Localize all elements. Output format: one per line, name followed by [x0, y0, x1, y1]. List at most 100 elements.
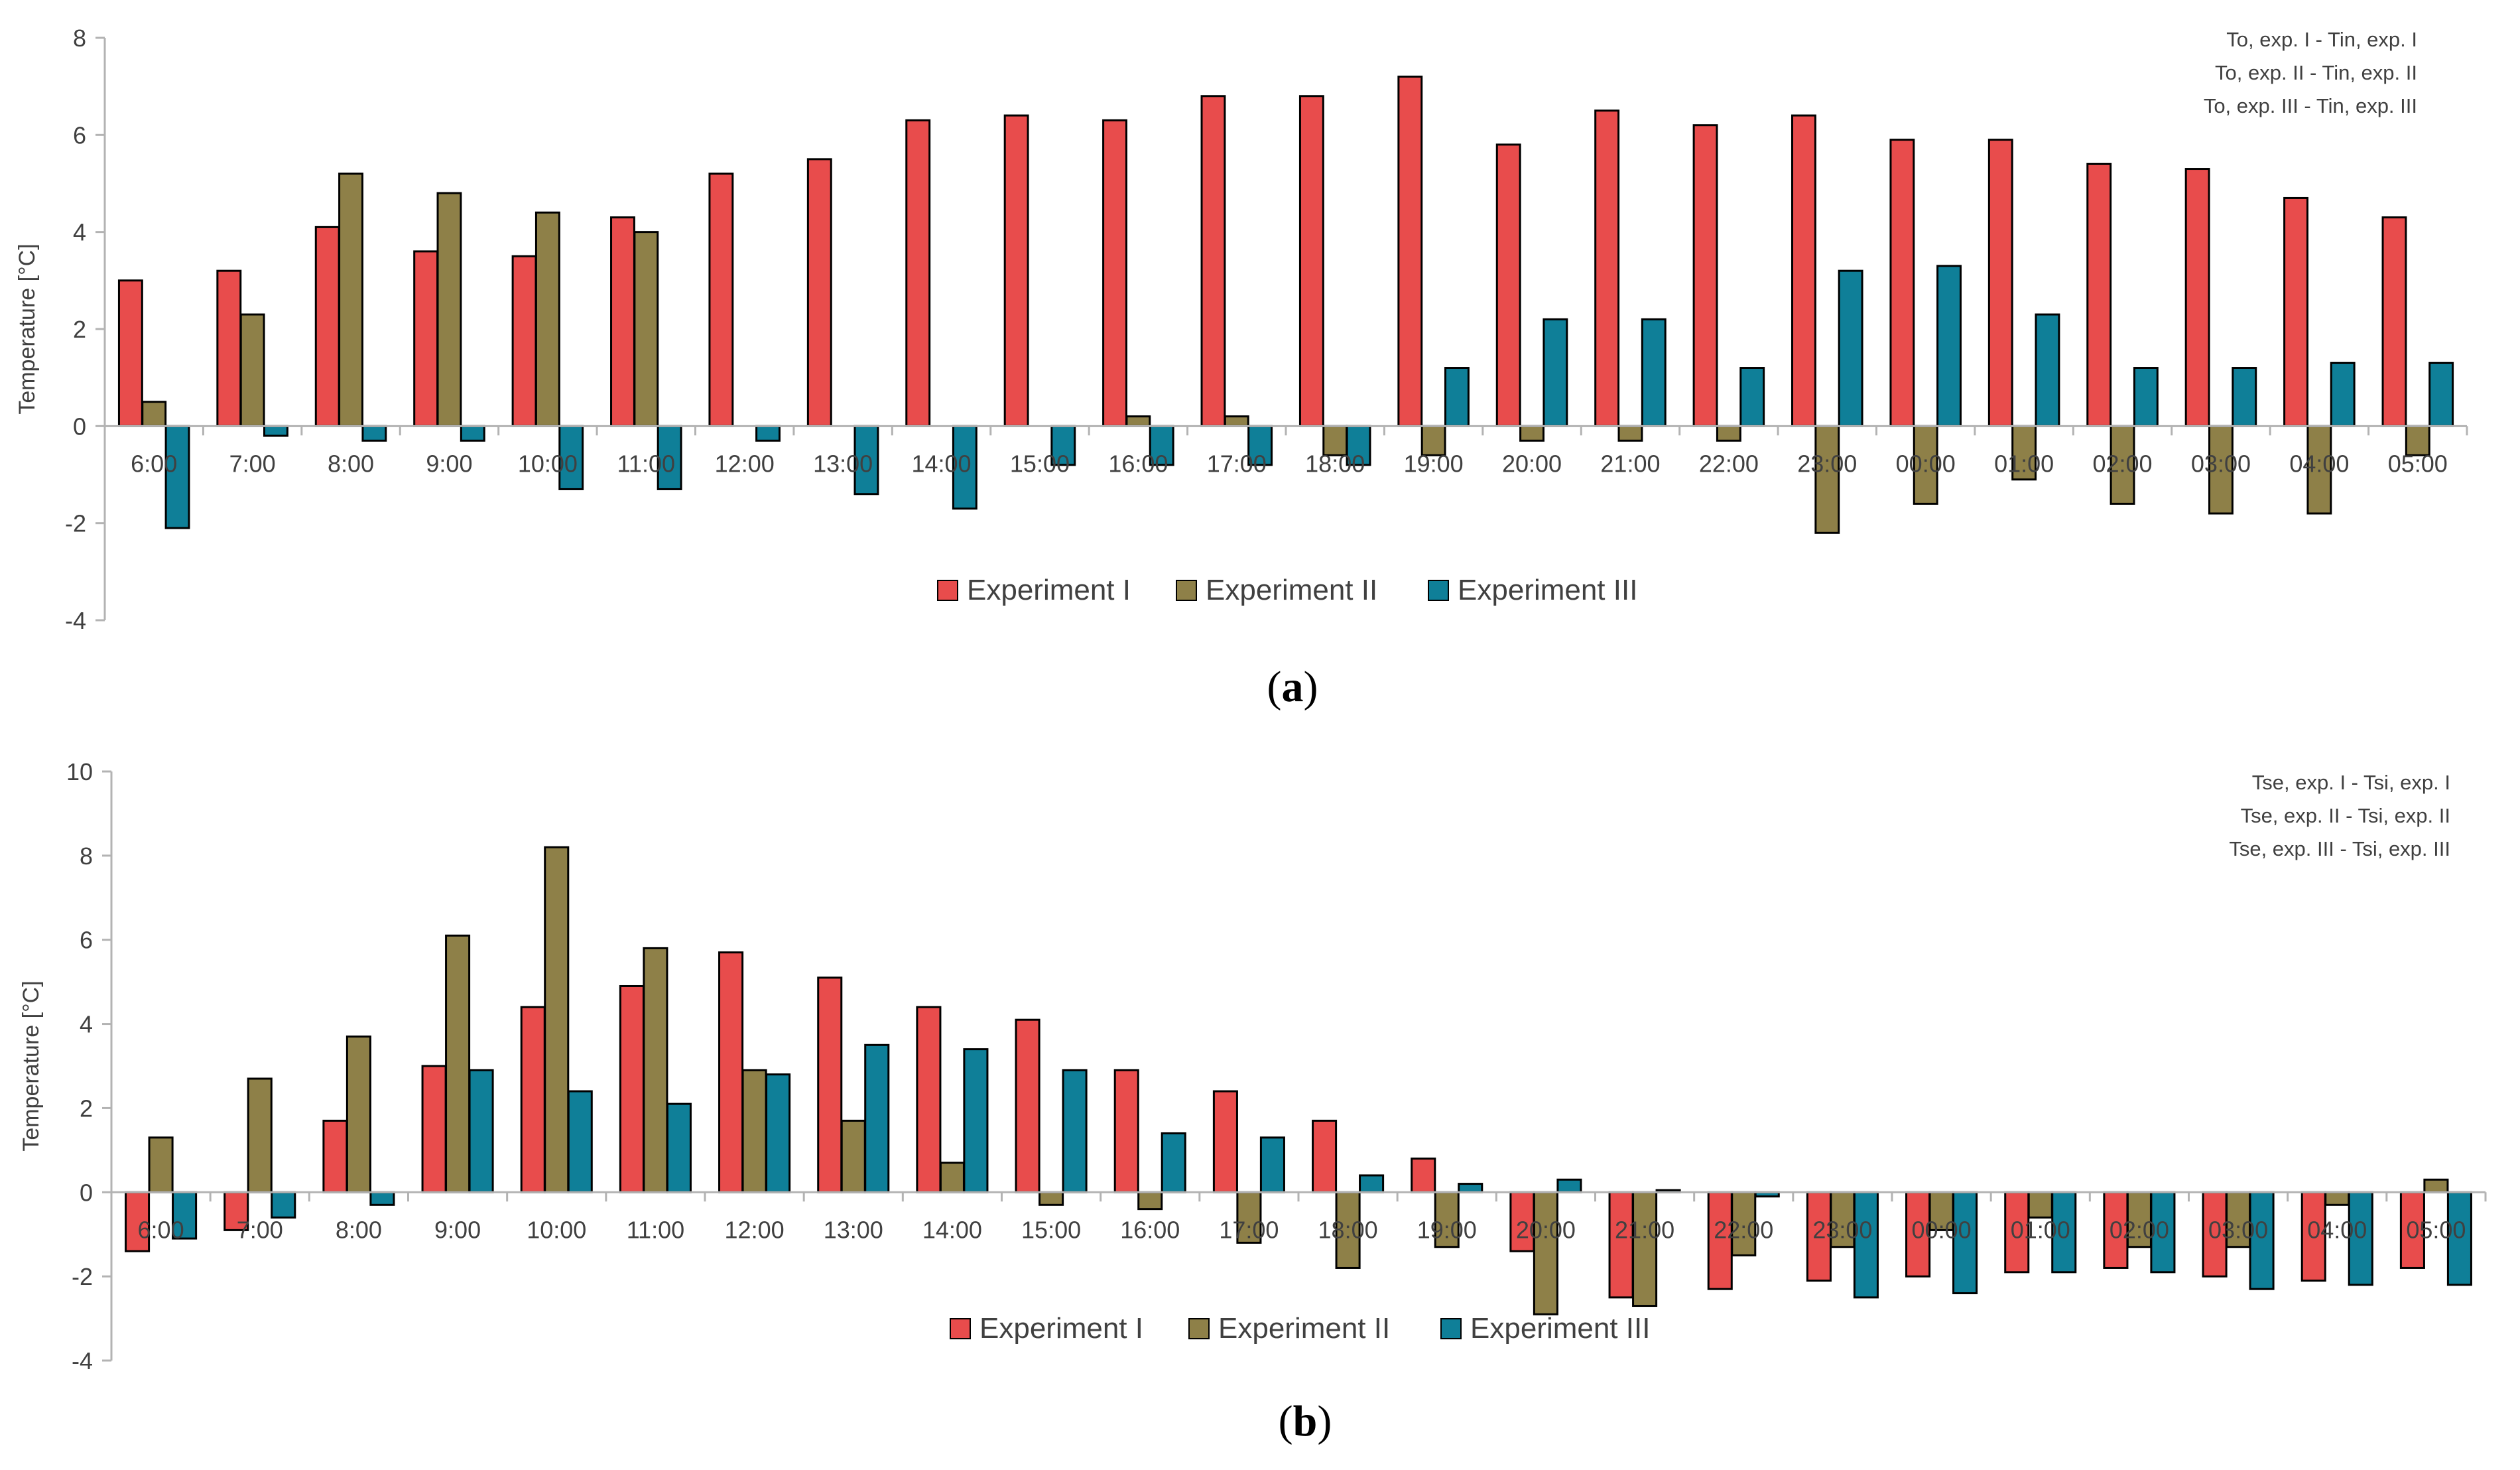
bar-experiment-i-1	[216, 269, 242, 427]
y-tick-label: -2	[65, 510, 86, 537]
x-tick-label: 22:00	[1699, 450, 1759, 477]
bar-experiment-ii-11	[1236, 1191, 1262, 1244]
bar-experiment-ii-12	[1322, 425, 1348, 456]
bar-experiment-iii-3	[460, 425, 485, 442]
legend-item-3: Experiment III	[1428, 574, 1637, 606]
x-tick-label: 9:00	[434, 1216, 481, 1243]
bar-experiment-i-0	[117, 279, 143, 427]
bar-experiment-iii-10	[1161, 1132, 1186, 1193]
bar-experiment-i-13	[1397, 76, 1423, 427]
bar-experiment-ii-14	[1533, 1191, 1558, 1315]
bar-experiment-i-18	[1905, 1191, 1931, 1278]
x-tick-label: 13:00	[813, 450, 873, 477]
bar-experiment-iii-19	[2051, 1191, 2077, 1274]
bar-experiment-ii-21	[2226, 1191, 2251, 1248]
bar-experiment-i-6	[708, 172, 734, 427]
legend-swatch	[1440, 1318, 1462, 1339]
bar-experiment-ii-10	[1137, 1191, 1163, 1211]
bar-experiment-i-12	[1298, 95, 1324, 427]
x-tick-label: 01:00	[1994, 450, 2054, 477]
y-tick-label: 6	[73, 121, 86, 149]
bar-experiment-ii-0	[141, 401, 167, 427]
bar-experiment-ii-1	[247, 1077, 273, 1193]
bar-experiment-ii-22	[2324, 1191, 2350, 1206]
bar-experiment-ii-17	[1814, 425, 1840, 534]
y-tick-label: -2	[72, 1263, 93, 1290]
x-tick-label: 00:00	[1912, 1216, 1972, 1243]
y-tick-label: 8	[80, 842, 93, 870]
bar-experiment-iii-23	[2446, 1191, 2472, 1286]
x-tick-label: 7:00	[229, 450, 276, 477]
bar-experiment-i-17	[1791, 114, 1816, 427]
bar-experiment-i-11	[1200, 95, 1226, 427]
chart-panel-a: -4 -2 0 2 4 6 8 Temperature [°C] 6:00 7:00 8:00 9:0…	[15, 25, 2468, 711]
x-tick-label: 16:00	[1120, 1216, 1180, 1243]
x-tick-label: 10:00	[518, 450, 578, 477]
x-tick-label: 04:00	[2307, 1216, 2367, 1243]
bar-experiment-i-5	[619, 984, 645, 1193]
legend-item-2: Experiment II	[1188, 1312, 1390, 1345]
bar-experiment-iii-23	[2428, 362, 2454, 427]
panel-label: (a)	[1267, 663, 1318, 711]
bar-experiment-i-14	[1495, 143, 1521, 427]
bar-experiment-iii-2	[369, 1191, 395, 1206]
legend-swatch	[1188, 1318, 1210, 1339]
legend-label: Experiment III	[1458, 574, 1637, 606]
legend-swatch	[950, 1318, 971, 1339]
x-tick-label: 7:00	[237, 1216, 283, 1243]
y-tick-label: -4	[65, 607, 86, 634]
x-tick-label: 13:00	[824, 1216, 883, 1243]
bar-experiment-ii-5	[643, 947, 668, 1193]
bar-experiment-i-16	[1692, 124, 1718, 427]
bar-experiment-i-11	[1212, 1090, 1238, 1193]
panel-label: (b)	[1279, 1397, 1332, 1445]
bar-experiment-iii-8	[952, 425, 977, 510]
bar-experiment-iii-0	[164, 425, 190, 529]
x-tick-label: 9:00	[426, 450, 472, 477]
bar-experiment-iii-6	[755, 425, 781, 442]
y-tick-label: 2	[80, 1095, 93, 1122]
x-tick-label: 16:00	[1108, 450, 1168, 477]
x-tick-label: 02:00	[2110, 1216, 2169, 1243]
bar-experiment-ii-0	[148, 1136, 174, 1193]
bar-experiment-i-18	[1889, 139, 1915, 427]
bar-experiment-iii-2	[361, 425, 387, 442]
bar-experiment-i-7	[817, 976, 843, 1193]
bar-experiment-ii-14	[1519, 425, 1544, 442]
bar-experiment-i-20	[2086, 163, 2112, 427]
legend-swatch	[1176, 580, 1197, 601]
bar-experiment-iii-15	[1641, 318, 1667, 427]
bar-experiment-iii-9	[1062, 1069, 1088, 1193]
x-tick-label: 6:00	[131, 450, 177, 477]
x-tick-label: 15:00	[1010, 450, 1070, 477]
bar-experiment-i-5	[610, 216, 635, 427]
legend-label: Experiment III	[1470, 1312, 1650, 1345]
bar-experiment-i-6	[718, 951, 744, 1193]
bar-experiment-i-10	[1102, 119, 1127, 427]
y-tick-label: 0	[80, 1179, 93, 1206]
bar-experiment-i-0	[125, 1191, 151, 1252]
bar-experiment-iii-12	[1359, 1174, 1385, 1193]
bar-experiment-ii-3	[436, 192, 462, 427]
bar-experiment-iii-14	[1556, 1178, 1582, 1193]
bar-experiment-iii-14	[1543, 318, 1568, 427]
bar-experiment-ii-13	[1420, 425, 1446, 456]
x-tick-label: 18:00	[1305, 450, 1365, 477]
x-tick-label: 14:00	[922, 1216, 982, 1243]
bar-experiment-iii-11	[1259, 1136, 1285, 1193]
annotation-line: Tse, exp. III - Tsi, exp. III	[2229, 837, 2450, 860]
chart-panel-b: -4 -2 0 2 4 6 8 10 Temperature [°C] 6:00 7:00 8:00 9…	[19, 758, 2487, 1445]
legend-label: Experiment II	[1206, 574, 1377, 606]
bar-experiment-i-17	[1806, 1191, 1832, 1282]
bar-experiment-iii-20	[2133, 367, 2159, 427]
bar-experiment-ii-11	[1224, 415, 1249, 427]
bar-experiment-ii-15	[1632, 1191, 1658, 1307]
x-tick-label: 03:00	[2208, 1216, 2268, 1243]
legend-label: Experiment I	[979, 1312, 1143, 1345]
x-tick-label: 21:00	[1615, 1216, 1674, 1243]
x-tick-label: 23:00	[1797, 450, 1857, 477]
bar-experiment-ii-16	[1731, 1191, 1757, 1256]
x-tick-label: 00:00	[1896, 450, 1956, 477]
x-tick-label: 12:00	[715, 450, 775, 477]
bar-experiment-iii-17	[1838, 269, 1863, 427]
